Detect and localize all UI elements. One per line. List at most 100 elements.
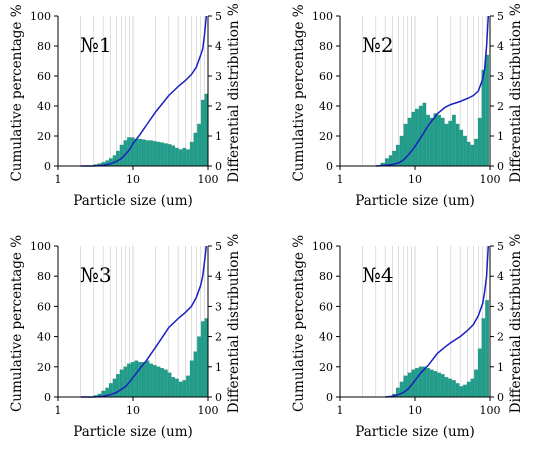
y2-axis-label: Differential distribution % bbox=[226, 3, 242, 183]
bar bbox=[200, 321, 205, 398]
y-axis-label: Cumulative percentage % bbox=[291, 235, 307, 412]
y-tick-label: 20 bbox=[37, 361, 51, 374]
panel-title: №2 bbox=[362, 33, 394, 57]
y2-tick-label: 5 bbox=[215, 10, 222, 23]
bar bbox=[437, 372, 441, 398]
y2-tick-label: 2 bbox=[215, 331, 222, 344]
bar bbox=[455, 123, 460, 167]
bar bbox=[477, 348, 482, 398]
y-tick-label: 80 bbox=[37, 40, 51, 53]
bar bbox=[452, 380, 456, 398]
y-tick-label: 40 bbox=[37, 100, 51, 113]
bar bbox=[455, 383, 460, 398]
bar bbox=[452, 114, 456, 167]
bar bbox=[145, 140, 150, 167]
bar bbox=[463, 384, 467, 398]
x-tick-label: 100 bbox=[480, 404, 501, 417]
bar bbox=[466, 381, 471, 398]
bar bbox=[448, 120, 453, 167]
x-axis-label: Particle size (um) bbox=[355, 193, 475, 209]
bar bbox=[164, 369, 168, 398]
bar bbox=[200, 99, 205, 167]
bar bbox=[116, 150, 120, 167]
bar bbox=[407, 117, 412, 167]
y2-tick-label: 2 bbox=[497, 331, 504, 344]
bar bbox=[197, 336, 201, 398]
bar bbox=[153, 365, 157, 398]
y2-tick-label: 5 bbox=[215, 240, 222, 253]
bar bbox=[112, 155, 117, 167]
x-tick-label: 10 bbox=[408, 404, 422, 417]
y2-axis-label: Differential distribution % bbox=[226, 234, 242, 414]
bar bbox=[426, 114, 430, 167]
y-tick-label: 80 bbox=[319, 40, 333, 53]
bar bbox=[156, 141, 161, 167]
bar bbox=[474, 369, 478, 398]
y-tick-label: 20 bbox=[37, 130, 51, 143]
x-tick-label: 10 bbox=[408, 173, 422, 186]
y2-tick-label: 4 bbox=[215, 40, 222, 53]
bar bbox=[481, 318, 486, 398]
x-tick-label: 1 bbox=[337, 173, 344, 186]
y2-tick-label: 2 bbox=[215, 100, 222, 113]
bar bbox=[433, 113, 438, 167]
panel-title: №4 bbox=[362, 263, 394, 287]
bar bbox=[448, 378, 453, 398]
bar bbox=[426, 368, 430, 398]
y-tick-label: 20 bbox=[319, 361, 333, 374]
y-tick-label: 40 bbox=[37, 331, 51, 344]
x-axis-label: Particle size (um) bbox=[73, 424, 193, 440]
y2-tick-label: 1 bbox=[215, 361, 222, 374]
bar bbox=[171, 145, 176, 167]
bar bbox=[189, 141, 194, 167]
bar bbox=[459, 386, 464, 398]
bar bbox=[459, 129, 464, 167]
bar bbox=[189, 360, 194, 398]
bar bbox=[477, 117, 482, 167]
y-tick-label: 60 bbox=[37, 70, 51, 83]
bar bbox=[145, 360, 150, 398]
y-tick-label: 0 bbox=[44, 160, 51, 173]
bar bbox=[149, 140, 153, 167]
y-tick-label: 60 bbox=[319, 70, 333, 83]
y-axis-label: Cumulative percentage % bbox=[291, 4, 307, 181]
bar bbox=[141, 362, 146, 398]
bar bbox=[444, 123, 449, 167]
bar bbox=[433, 371, 438, 398]
y-tick-label: 100 bbox=[312, 240, 333, 253]
cumulative-line bbox=[80, 245, 208, 398]
y2-axis-label: Differential distribution % bbox=[508, 234, 524, 414]
x-tick-label: 1 bbox=[337, 404, 344, 417]
bar bbox=[119, 144, 124, 167]
y2-axis-label: Differential distribution % bbox=[508, 3, 524, 183]
y-tick-label: 0 bbox=[44, 391, 51, 404]
y-tick-label: 100 bbox=[30, 240, 51, 253]
y2-tick-label: 3 bbox=[497, 70, 504, 83]
bar bbox=[160, 368, 164, 398]
y2-tick-label: 0 bbox=[497, 391, 504, 404]
y2-tick-label: 5 bbox=[497, 10, 504, 23]
y2-tick-label: 0 bbox=[215, 160, 222, 173]
y-tick-label: 80 bbox=[319, 270, 333, 283]
y-tick-label: 40 bbox=[319, 331, 333, 344]
x-tick-label: 100 bbox=[198, 173, 219, 186]
y2-tick-label: 1 bbox=[497, 361, 504, 374]
bar bbox=[182, 147, 187, 167]
bar bbox=[171, 377, 176, 398]
y-tick-label: 0 bbox=[326, 160, 333, 173]
bar bbox=[186, 375, 190, 398]
y2-tick-label: 5 bbox=[497, 240, 504, 253]
bar bbox=[186, 149, 190, 167]
bar bbox=[415, 108, 419, 167]
y-tick-label: 100 bbox=[30, 10, 51, 23]
bar bbox=[437, 114, 441, 167]
y-axis-label: Cumulative percentage % bbox=[9, 4, 25, 181]
bar bbox=[470, 144, 475, 167]
y2-tick-label: 1 bbox=[497, 130, 504, 143]
bar bbox=[429, 117, 434, 167]
